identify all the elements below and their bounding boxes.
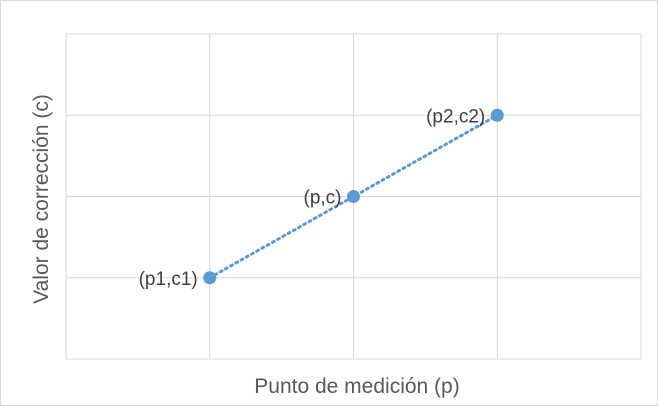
series	[203, 108, 504, 285]
data-point-marker	[347, 190, 360, 203]
data-point-label: (p1,c1)	[139, 269, 198, 290]
x-axis-title: Punto de medición (p)	[254, 375, 459, 398]
data-point-label: (p2,c2)	[426, 106, 485, 127]
data-point-label: (p,c)	[304, 188, 342, 209]
point-labels: (p1,c1) (p,c) (p2,c2)	[139, 106, 486, 290]
data-point-marker	[203, 271, 217, 285]
y-axis-title: Valor de corrección (c)	[30, 94, 53, 304]
data-point-marker	[490, 108, 504, 122]
gridlines	[65, 33, 642, 360]
